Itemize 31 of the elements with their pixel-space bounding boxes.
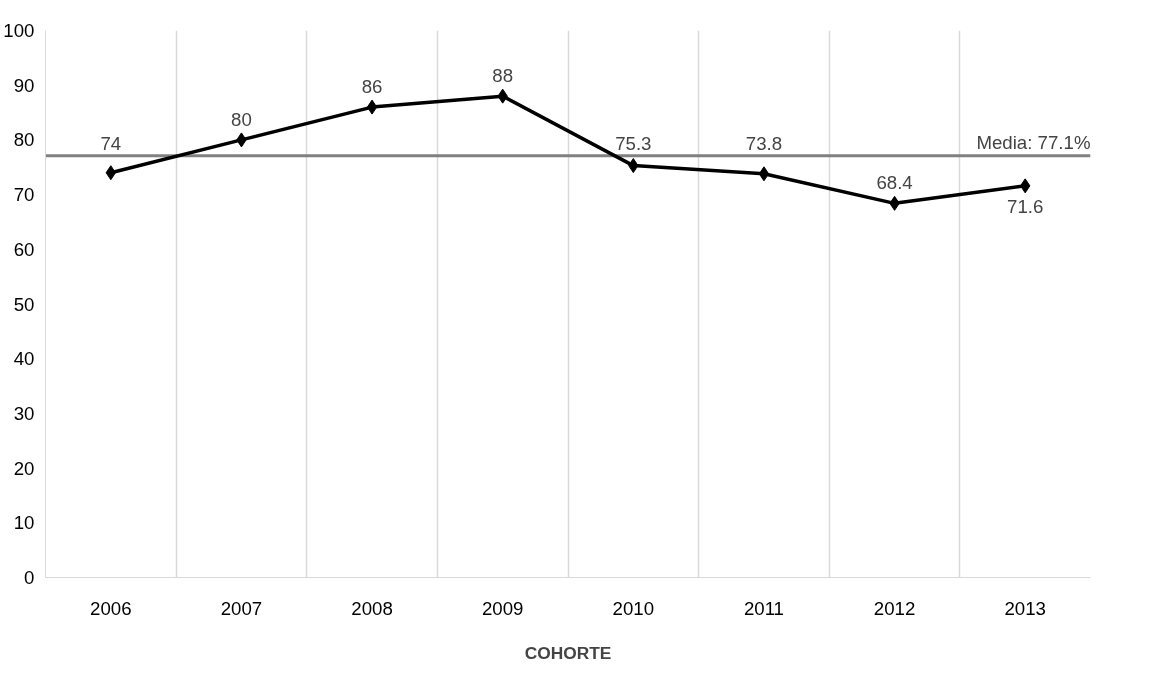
y-tick-label: 90 xyxy=(13,74,35,96)
data-label: 68.4 xyxy=(876,172,913,194)
x-tick-label: 2011 xyxy=(743,597,784,619)
x-tick-label: 2013 xyxy=(1004,597,1046,619)
y-tick-label: 50 xyxy=(13,293,35,315)
data-label: 73.8 xyxy=(745,132,783,154)
x-tick-label: 2010 xyxy=(612,597,655,619)
data-label: 74 xyxy=(100,132,122,154)
data-label: 80 xyxy=(231,108,252,130)
data-label: 71.6 xyxy=(1007,195,1044,217)
x-tick-label: 2008 xyxy=(351,597,393,619)
y-tick-label: 40 xyxy=(13,348,35,370)
y-tick-label: 70 xyxy=(13,184,35,206)
y-tick-label: 10 xyxy=(13,512,35,534)
x-tick-label: 2007 xyxy=(220,597,263,619)
y-tick-label: 80 xyxy=(13,129,35,151)
ref-line-label: Media: 77.1% xyxy=(976,131,1091,153)
x-axis-title: COHORTE xyxy=(524,642,612,663)
y-tick-label: 0 xyxy=(24,567,35,588)
point xyxy=(366,99,378,115)
y-tick-label: 20 xyxy=(13,457,35,479)
y-tick-label: 60 xyxy=(13,238,35,260)
y-tick-label: 100 xyxy=(3,20,35,41)
data-label: 86 xyxy=(361,76,383,98)
data-label: 88 xyxy=(492,65,514,87)
data-label: 75.3 xyxy=(615,132,652,154)
point xyxy=(758,166,770,182)
y-tick-label: 30 xyxy=(13,402,35,424)
x-tick-label: 2012 xyxy=(873,597,916,619)
x-tick-label: 2006 xyxy=(90,597,132,619)
x-tick-label: 2009 xyxy=(481,597,524,619)
